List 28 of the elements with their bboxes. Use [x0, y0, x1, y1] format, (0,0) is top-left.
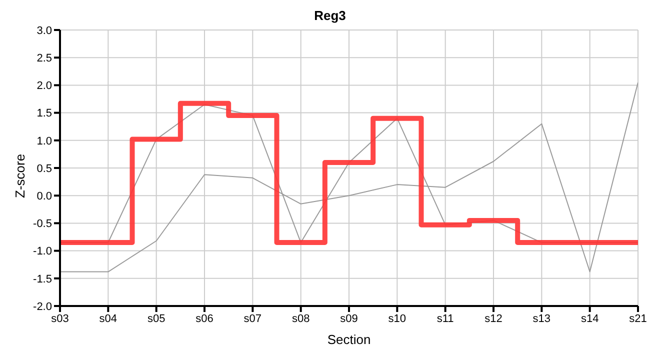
y-tick-label: -0.5 [33, 218, 52, 230]
y-tick-label: 1.0 [36, 135, 52, 148]
y-tick-label: -1.5 [33, 273, 52, 286]
y-tick-label: -1.0 [33, 246, 52, 258]
y-tick-label: -2.0 [33, 300, 52, 313]
x-tick-label: s09 [340, 312, 358, 325]
x-tick-label: s07 [244, 312, 262, 325]
x-tick-label: s21 [629, 312, 647, 325]
x-tick-label: s05 [147, 312, 166, 325]
y-tick-label: 0.0 [36, 190, 52, 203]
y-tick-label: 0.5 [36, 162, 52, 175]
y-tick-label: 1.5 [36, 108, 52, 120]
x-tick-label: s04 [99, 312, 118, 325]
x-tick-label: s10 [388, 312, 406, 325]
x-tick-label: s08 [292, 312, 310, 325]
x-tick-label: s13 [532, 312, 551, 325]
chart-title: Reg3 [313, 8, 347, 24]
line-series [60, 82, 638, 272]
x-axis-title: Section [327, 332, 371, 347]
x-tick-label: s14 [580, 312, 599, 325]
x-tick-label: s11 [436, 312, 454, 325]
x-tick-label: s12 [484, 312, 502, 325]
x-tick-label: s06 [196, 312, 214, 325]
y-tick-label: 2.5 [36, 52, 52, 65]
x-tick-label: s03 [51, 312, 69, 325]
y-axis-title: Z-score [12, 154, 28, 198]
y-tick-label: 2.0 [36, 80, 52, 92]
y-tick-label: 3.0 [36, 24, 52, 37]
